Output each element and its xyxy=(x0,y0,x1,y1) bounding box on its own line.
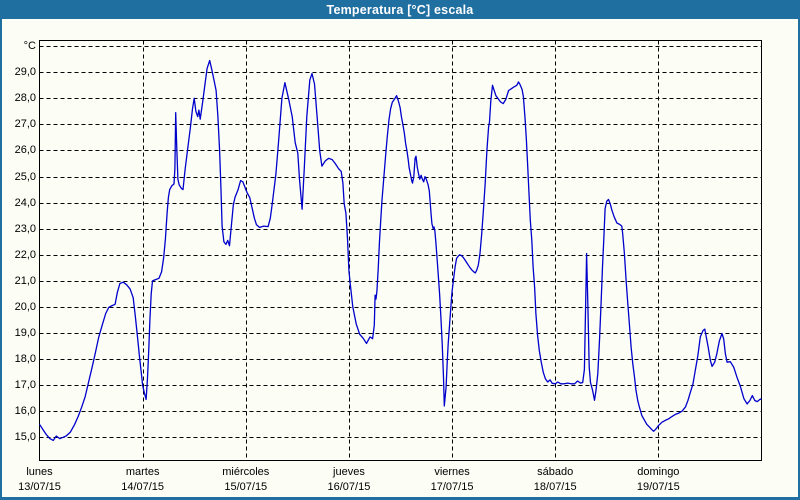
day-date: 17/07/15 xyxy=(430,480,474,493)
temperature-series-line xyxy=(38,59,762,442)
y-tick-label: 16,0 xyxy=(14,405,36,418)
day-name: martes xyxy=(125,465,160,478)
y-tick-label: 24,0 xyxy=(14,196,36,209)
day-date: 16/07/15 xyxy=(327,480,371,493)
day-name: jueves xyxy=(333,465,365,478)
y-tick-label: 26,0 xyxy=(14,144,36,157)
day-date: 19/07/15 xyxy=(636,480,680,493)
day-name: lunes xyxy=(26,465,53,478)
day-date: 13/07/15 xyxy=(18,480,61,493)
x-day-label: domingo 19/07/15 xyxy=(613,465,703,495)
title-bar: Temperatura [°C] escala xyxy=(0,0,800,19)
x-day-label: viernes 17/07/15 xyxy=(407,465,497,495)
temperature-chart: °C 29,0 28,0 27,0 26,0 25,0 24,0 23,0 22,0 21,0 20… xyxy=(2,19,798,497)
x-day-label: sábado 18/07/15 xyxy=(510,465,600,495)
y-tick-label: 20,0 xyxy=(14,300,36,313)
day-name: sábado xyxy=(537,465,574,478)
y-tick-label: 25,0 xyxy=(14,170,36,183)
plot-frame xyxy=(39,40,762,461)
day-date: 14/07/15 xyxy=(121,480,165,493)
day-date: 15/07/15 xyxy=(224,480,268,493)
y-tick-label: 22,0 xyxy=(14,248,36,261)
y-tick-label: 29,0 xyxy=(14,66,36,79)
y-tick-label: 19,0 xyxy=(14,327,36,339)
day-name: viernes xyxy=(434,465,470,478)
window-title: Temperatura [°C] escala xyxy=(326,2,474,17)
y-tick-label: 21,0 xyxy=(14,274,36,287)
day-name: miércoles xyxy=(222,465,270,478)
x-day-label: lunes 13/07/15 xyxy=(0,465,85,495)
x-day-label: martes 14/07/15 xyxy=(98,465,188,495)
x-day-label: miércoles 15/07/15 xyxy=(201,465,291,495)
y-tick-label: 23,0 xyxy=(14,222,36,235)
y-tick-label: 27,0 xyxy=(14,118,36,131)
y-tick-label: 15,0 xyxy=(14,431,36,444)
x-day-label: jueves 16/07/15 xyxy=(304,465,394,495)
y-axis-unit-label: °C xyxy=(23,40,36,53)
plot-canvas xyxy=(38,40,762,461)
chart-area: °C 29,0 28,0 27,0 26,0 25,0 24,0 23,0 22,0 21,0 20… xyxy=(2,19,798,497)
y-tick-label: 17,0 xyxy=(14,379,36,392)
day-date: 18/07/15 xyxy=(533,480,577,493)
y-tick-label: 18,0 xyxy=(14,353,36,366)
y-tick-label: 28,0 xyxy=(14,92,36,105)
day-name: domingo xyxy=(637,465,680,478)
